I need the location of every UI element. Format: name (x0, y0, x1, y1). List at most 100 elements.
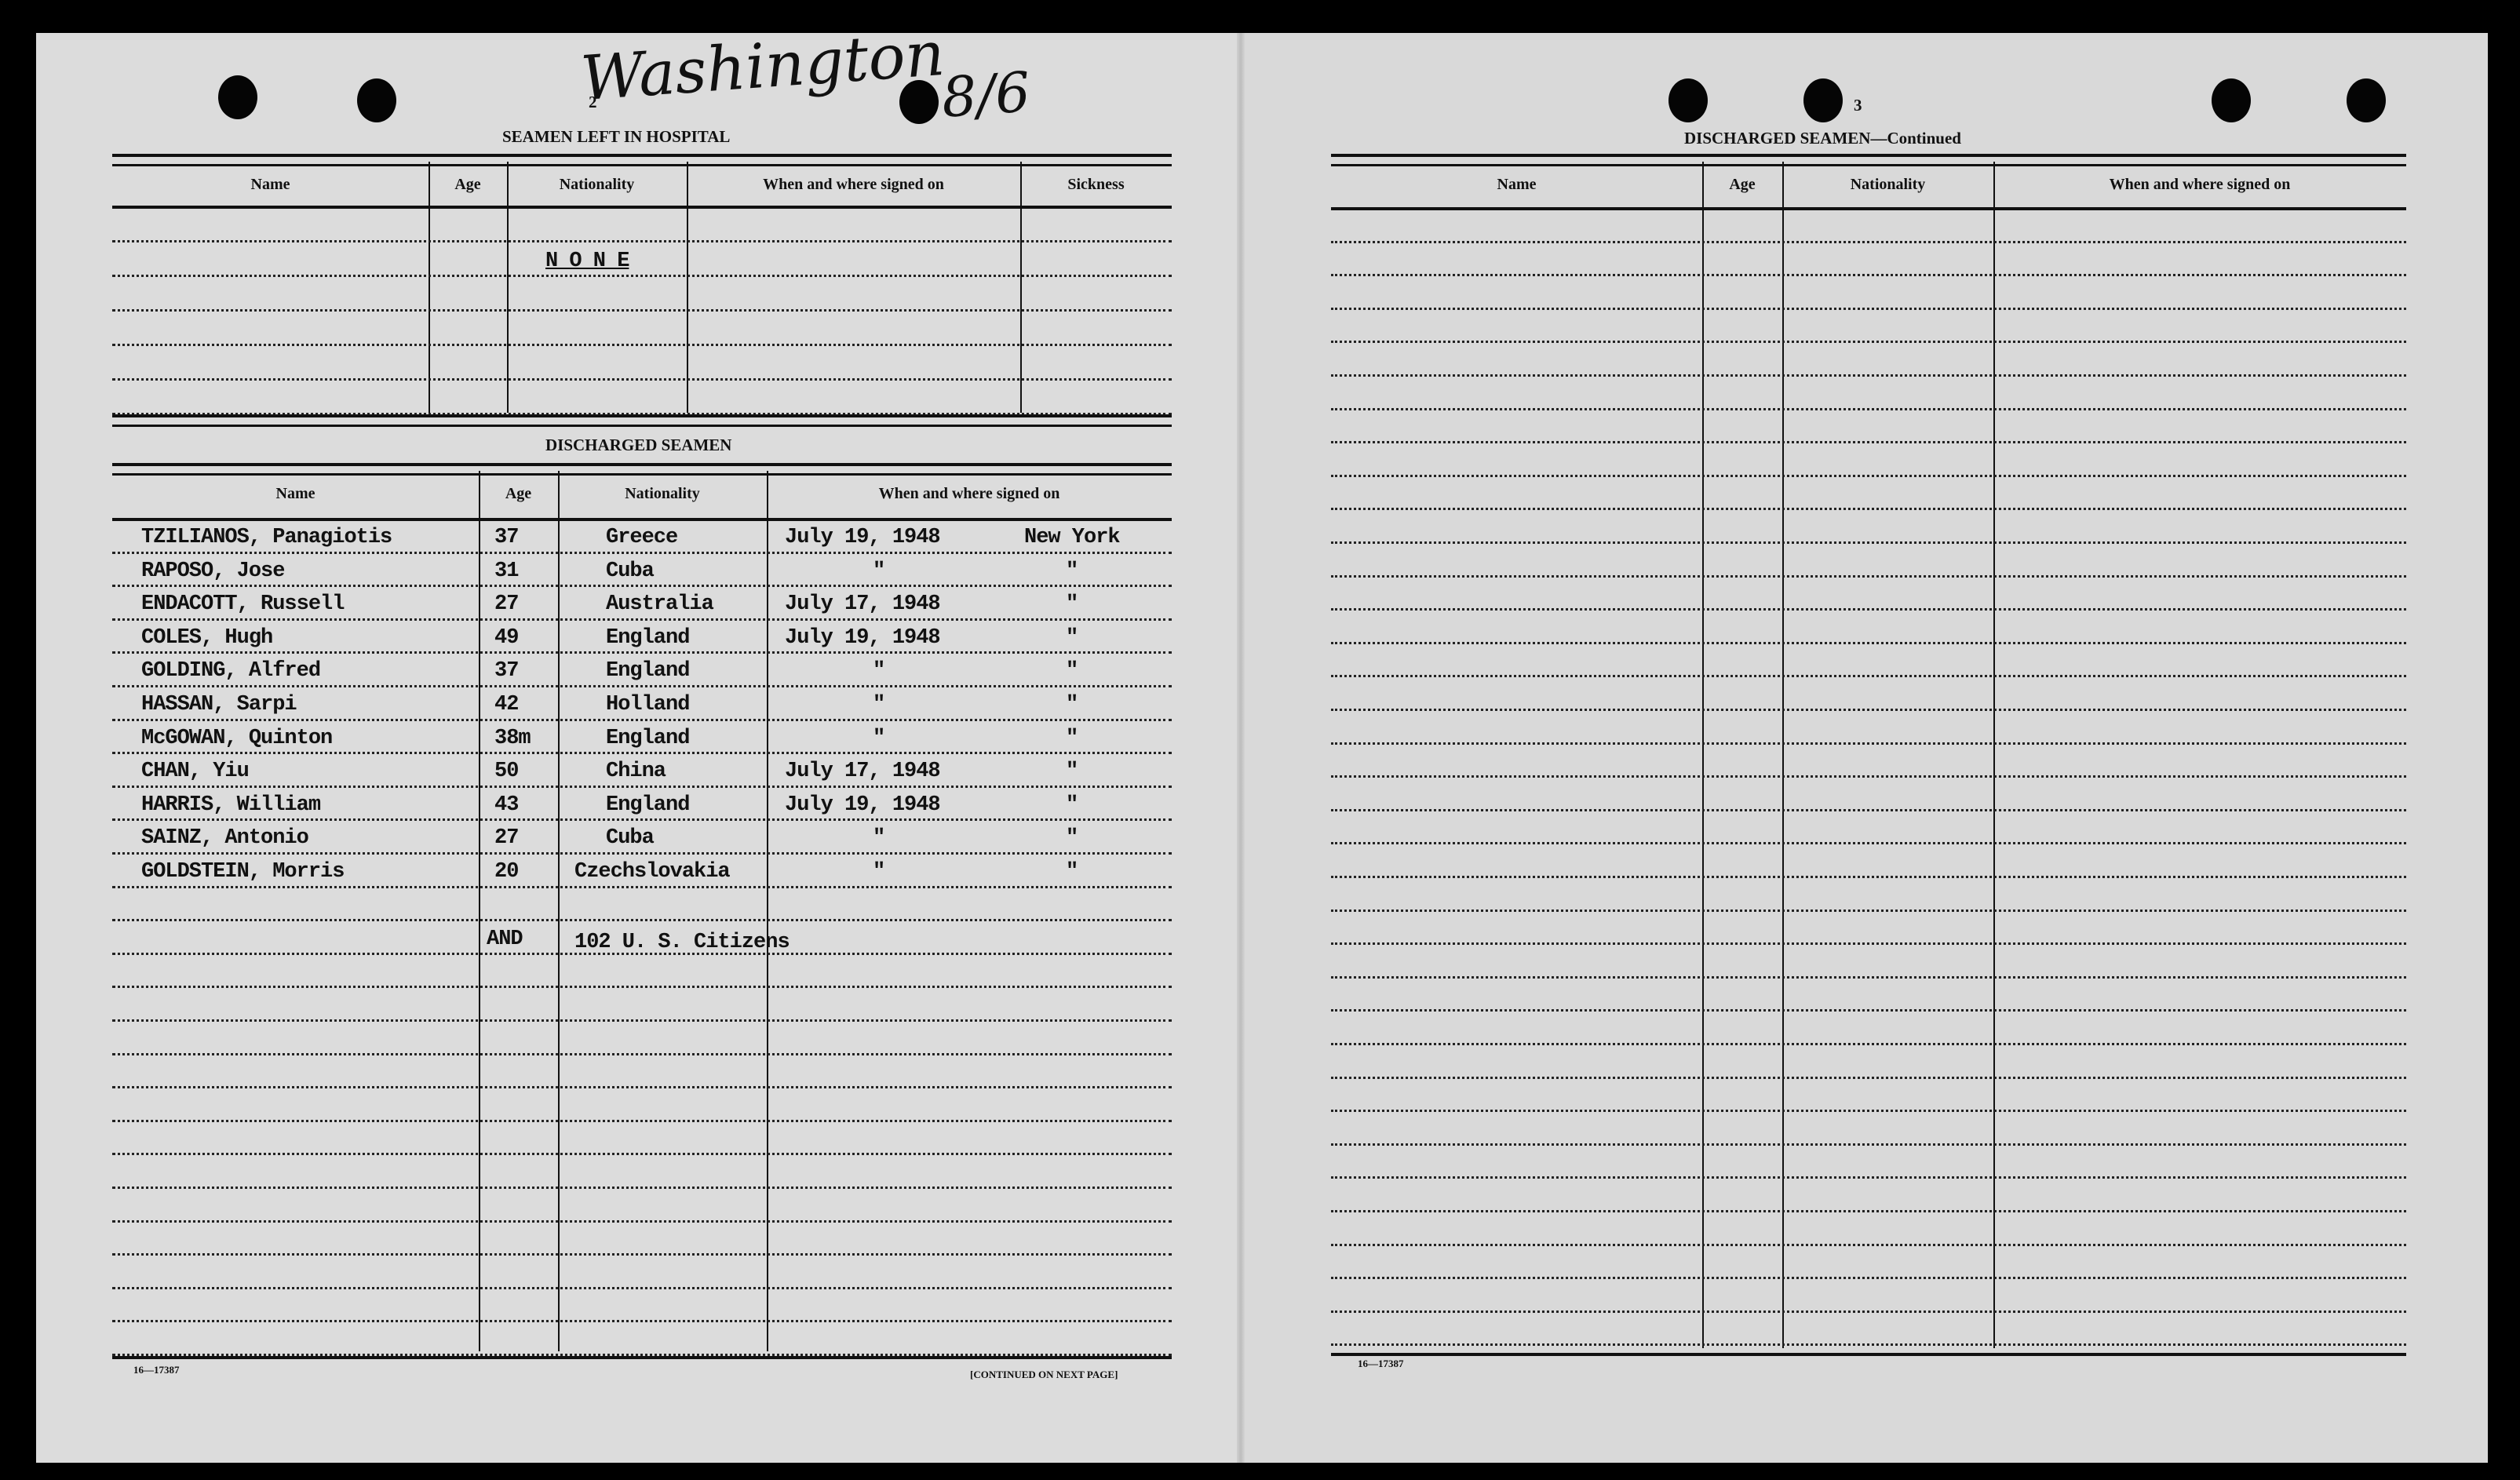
right-discharged-row-line (1331, 374, 2406, 377)
seaman-age: 50 (494, 760, 519, 784)
right-discharged-row-line (1331, 574, 2406, 578)
hospital-row-line (112, 309, 1172, 312)
discharged-top-rule (112, 463, 1172, 476)
seaman-name: ENDACOTT, Russell (141, 592, 345, 617)
punch-hole (357, 78, 396, 122)
seaman-name: TZILIANOS, Panagiotis (141, 526, 392, 549)
discharged-column-divider (479, 471, 480, 1351)
punch-hole (2347, 78, 2386, 122)
discharged-bottom-rule (112, 1356, 1172, 1359)
right-discharged-column-divider (1993, 162, 1995, 1348)
right-discharged-column-divider (1782, 162, 1784, 1348)
right-discharged-row-line (1331, 1110, 2406, 1113)
right-discharged-row-line (1331, 1176, 2406, 1179)
discharged-row-line (112, 685, 1172, 687)
right-discharged-row-line (1331, 675, 2406, 678)
right-discharged-header: Nationality (1850, 176, 1926, 193)
right-discharged-row-line (1331, 608, 2406, 611)
signed-on-date: " (873, 693, 885, 716)
punch-hole (218, 75, 257, 119)
right-discharged-row-line (1331, 508, 2406, 511)
discharged-header: Age (505, 485, 532, 502)
discharged-row-line (112, 551, 1172, 554)
hospital-header: Name (250, 176, 290, 193)
seaman-age: 43 (494, 793, 519, 817)
hospital-header: Sickness (1067, 176, 1125, 193)
discharged-row-line (112, 952, 1172, 955)
discharged-row-line (112, 1320, 1172, 1323)
signed-on-date: " (873, 559, 885, 583)
seaman-age: 27 (494, 592, 519, 617)
hospital-row-line (112, 378, 1172, 381)
seaman-nationality: Cuba (606, 559, 655, 583)
signed-on-place: " (1066, 559, 1078, 583)
seaman-nationality: England (606, 726, 690, 750)
seaman-age: 42 (494, 693, 519, 716)
discharged-row-line (112, 651, 1172, 654)
seaman-age: 49 (494, 625, 519, 650)
discharged-row-line (112, 1153, 1172, 1156)
hospital-column-divider (507, 162, 509, 413)
discharged-header-rule (112, 518, 1172, 521)
seaman-nationality: Holland (606, 693, 690, 716)
hospital-column-divider (429, 162, 430, 413)
right-discharged-row-line (1331, 641, 2406, 644)
hospital-column-divider (1020, 162, 1022, 413)
seaman-nationality: Greece (606, 526, 678, 549)
seaman-nationality: Cuba (606, 826, 655, 851)
discharged-header: When and where signed on (878, 485, 1060, 502)
discharged-row-line (112, 585, 1172, 588)
seaman-age: 38m (494, 726, 531, 750)
hospital-header: Age (454, 176, 481, 193)
signed-on-place: " (1066, 760, 1078, 784)
seaman-name: GOLDING, Alfred (141, 659, 321, 683)
right-page (1243, 33, 2488, 1463)
us-citizens-count: 102 U. S. Citizens (574, 931, 790, 954)
page-number-right: 3 (1854, 96, 1862, 115)
right-discharged-row-line (1331, 307, 2406, 310)
discharged-row-line (112, 885, 1172, 888)
hospital-header: Nationality (559, 176, 635, 193)
signed-on-date: July 19, 1948 (785, 526, 941, 549)
right-discharged-row-line (1331, 1310, 2406, 1313)
right-discharged-row-line (1331, 441, 2406, 444)
signed-on-date: July 17, 1948 (785, 592, 941, 617)
right-discharged-row-line (1331, 1277, 2406, 1280)
right-discharged-row-line (1331, 876, 2406, 878)
right-discharged-bottom-rule (1331, 1353, 2406, 1356)
right-discharged-row-line (1331, 407, 2406, 410)
punch-hole (2212, 78, 2251, 122)
signed-on-date: " (873, 860, 885, 884)
right-discharged-row-line (1331, 1243, 2406, 1246)
seaman-nationality: Australia (606, 592, 714, 617)
seaman-age: 27 (494, 826, 519, 851)
form-number-right: 16—17387 (1358, 1358, 1404, 1369)
right-discharged-row-line (1331, 975, 2406, 979)
seaman-name: HASSAN, Sarpi (141, 693, 297, 716)
right-discharged-column-divider (1702, 162, 1704, 1348)
hospital-row-line (112, 413, 1172, 415)
seaman-nationality: England (606, 793, 690, 817)
discharged-row-line (112, 818, 1172, 822)
right-discharged-row-line (1331, 742, 2406, 745)
signed-on-place: " (1066, 625, 1078, 650)
hospital-header: When and where signed on (763, 176, 944, 193)
discharged-row-line (112, 1052, 1172, 1055)
right-discharged-row-line (1331, 1043, 2406, 1045)
right-discharged-row-line (1331, 909, 2406, 912)
right-discharged-header: Age (1729, 176, 1756, 193)
discharged-row-line (112, 1253, 1172, 1256)
signed-on-place: " (1066, 860, 1078, 884)
seaman-nationality: Czechslovakia (574, 860, 731, 884)
right-title: DISCHARGED SEAMEN—Continued (1684, 129, 1961, 148)
seaman-name: HARRIS, William (141, 793, 321, 817)
punch-hole (1803, 78, 1843, 122)
discharged-row-line (112, 752, 1172, 755)
seaman-age: 37 (494, 526, 519, 549)
right-discharged-row-line (1331, 341, 2406, 344)
right-discharged-row-line (1331, 1210, 2406, 1212)
hospital-none: N O N E (545, 250, 629, 273)
punch-hole (1668, 78, 1708, 122)
signed-on-date: " (873, 826, 885, 851)
right-discharged-row-line (1331, 842, 2406, 845)
